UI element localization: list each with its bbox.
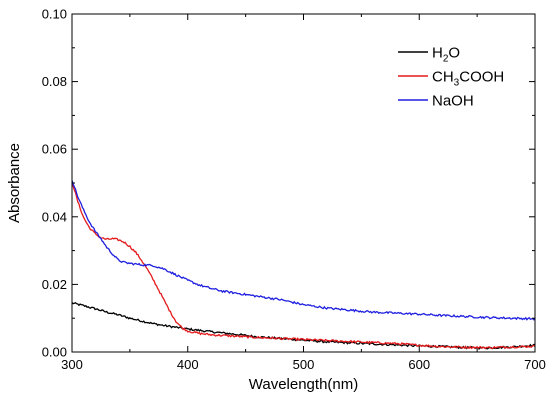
x-tick-label: 500 — [293, 357, 315, 372]
x-tick-label: 300 — [61, 357, 83, 372]
y-tick-label: 0.00 — [42, 345, 67, 360]
series-line-2 — [71, 180, 536, 321]
x-tick-label: 400 — [177, 357, 199, 372]
y-tick-label: 0.08 — [42, 74, 67, 89]
legend-label-2: NaOH — [432, 93, 474, 110]
legend-label-1: CH3COOH — [432, 69, 504, 89]
y-tick-label: 0.04 — [42, 209, 67, 224]
y-tick-label: 0.10 — [42, 7, 67, 22]
legend-label-0: H2O — [432, 45, 460, 65]
series-line-0 — [71, 302, 536, 350]
ticks-layer: 300 400 500 600 700 0.00 0.02 0.04 0.06 0.08 0.10 — [42, 7, 546, 373]
plot-frame — [71, 13, 536, 353]
y-axis-title: Absorbance — [6, 143, 23, 223]
series-layer — [71, 180, 536, 350]
y-tick-label: 0.06 — [42, 142, 67, 157]
x-tick-label: 600 — [408, 357, 430, 372]
x-axis-title: Wavelength(nm) — [249, 376, 358, 393]
series-line-1 — [71, 181, 536, 350]
x-tick-label: 700 — [524, 357, 546, 372]
y-tick-label: 0.02 — [42, 277, 67, 292]
legend: H2O CH3COOH NaOH — [398, 45, 504, 110]
